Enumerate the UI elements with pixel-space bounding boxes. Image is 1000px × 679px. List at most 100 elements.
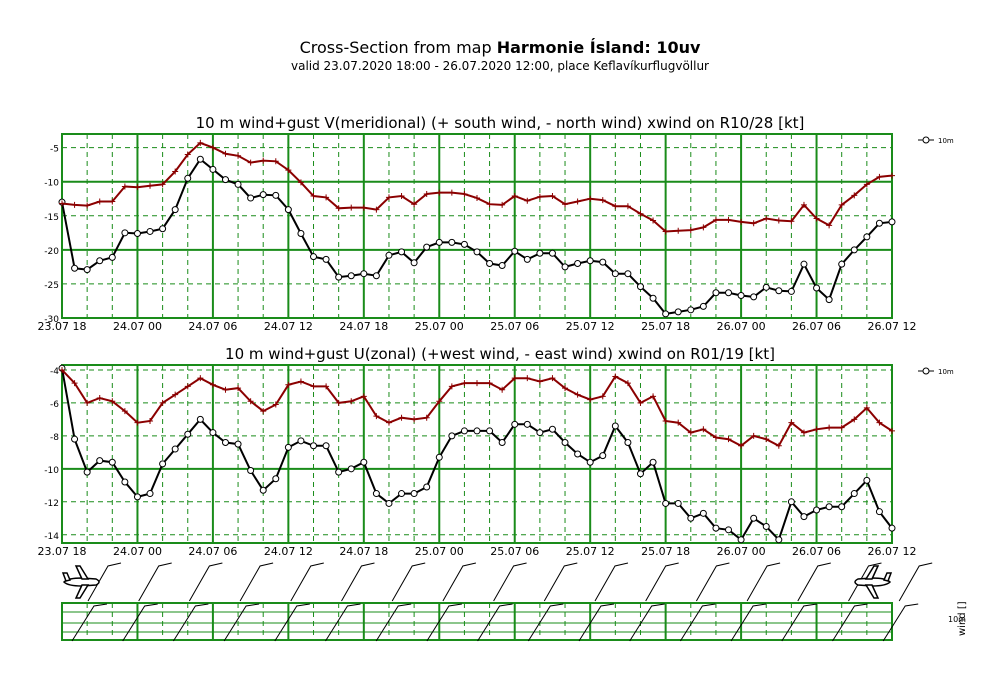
subtitle: valid 23.07.2020 18:00 - 26.07.2020 12:0… xyxy=(290,59,709,73)
data-point-gust xyxy=(310,193,317,200)
data-point-gust xyxy=(800,429,807,436)
data-point-10m xyxy=(435,453,443,461)
data-point-10m xyxy=(335,273,343,281)
data-point-10m xyxy=(662,499,670,507)
plot-frame xyxy=(61,364,893,544)
data-point-10m xyxy=(121,229,129,237)
data-point-10m xyxy=(247,194,255,202)
data-point-10m xyxy=(498,262,506,270)
data-point-gust xyxy=(863,404,870,411)
wind-barb xyxy=(87,562,122,602)
data-point-10m xyxy=(750,293,758,301)
data-point-10m xyxy=(209,165,217,173)
wind-barb xyxy=(797,562,831,602)
data-point-gust xyxy=(838,201,845,208)
data-point-gust xyxy=(775,217,782,224)
wind-barb xyxy=(341,562,375,602)
wind-barb xyxy=(527,603,564,642)
data-point-10m xyxy=(423,483,431,491)
wind-barb xyxy=(325,603,361,642)
data-point-10m xyxy=(586,458,594,466)
y-tick-label: -6 xyxy=(50,400,59,410)
data-point-10m xyxy=(636,470,644,478)
data-point-gust xyxy=(448,383,455,390)
data-point-gust xyxy=(813,215,820,222)
x-tick-label: 25.07 18 xyxy=(641,320,690,333)
data-point-gust xyxy=(134,184,141,191)
data-point-gust xyxy=(763,436,770,443)
data-point-gust xyxy=(624,203,631,210)
data-point-10m xyxy=(611,270,619,278)
data-point-gust xyxy=(712,216,719,223)
data-point-10m xyxy=(360,458,368,466)
data-point-10m xyxy=(762,523,770,531)
data-point-10m xyxy=(838,260,846,268)
data-point-gust xyxy=(348,398,355,405)
data-point-10m xyxy=(750,514,758,522)
data-point-gust xyxy=(486,380,493,387)
data-point-10m xyxy=(636,283,644,291)
y-tick-label: -20 xyxy=(44,247,59,257)
y-tick-label: -25 xyxy=(44,281,59,291)
wind-barb xyxy=(882,603,919,642)
data-point-gust xyxy=(624,380,631,387)
data-point-10m xyxy=(221,176,229,184)
data-point-10m xyxy=(284,443,292,451)
data-point-gust xyxy=(524,197,531,204)
data-point-gust xyxy=(826,424,833,431)
y-tick-label: -15 xyxy=(44,213,59,223)
airplane-fuselage xyxy=(854,577,892,587)
x-tick-label: 26.07 00 xyxy=(717,320,766,333)
data-point-gust xyxy=(838,424,845,431)
data-point-gust xyxy=(788,218,795,225)
airplane-fuselage xyxy=(62,577,100,587)
data-point-gust xyxy=(725,216,732,223)
data-point-10m xyxy=(624,270,632,278)
data-point-gust xyxy=(235,385,242,392)
data-point-gust xyxy=(436,189,443,196)
data-point-gust xyxy=(800,201,807,208)
legend-marker xyxy=(922,367,930,375)
barb-frame xyxy=(61,602,893,641)
wind-barb xyxy=(442,562,477,602)
data-point-gust xyxy=(71,201,78,208)
wind-barb xyxy=(543,562,578,602)
data-point-gust xyxy=(750,220,757,227)
data-point-gust xyxy=(197,139,204,146)
data-point-gust xyxy=(524,375,531,382)
data-point-gust xyxy=(650,393,657,400)
data-point-gust xyxy=(826,222,833,229)
main-title-bold: Harmonie Ísland: 10uv xyxy=(496,38,701,57)
wind-barb xyxy=(290,562,324,602)
y-tick-label: -30 xyxy=(44,315,59,325)
data-point-10m xyxy=(259,191,267,199)
data-point-gust xyxy=(59,366,65,373)
data-point-gust xyxy=(612,203,619,210)
data-point-gust xyxy=(511,375,518,382)
data-point-10m xyxy=(121,478,129,486)
x-tick-label: 25.07 06 xyxy=(490,545,539,558)
data-point-10m xyxy=(624,438,632,446)
data-point-gust xyxy=(59,200,65,207)
data-point-10m xyxy=(649,294,657,302)
wind-barb xyxy=(239,562,274,602)
data-point-gust xyxy=(297,179,304,186)
data-point-gust xyxy=(373,206,380,213)
data-point-10m xyxy=(297,229,305,237)
data-point-10m xyxy=(712,289,720,297)
data-point-gust xyxy=(738,218,745,225)
data-point-10m xyxy=(725,526,733,534)
x-tick-label: 25.07 12 xyxy=(566,320,615,333)
data-point-gust xyxy=(235,152,242,159)
airplane-tail xyxy=(882,572,893,582)
wind-barb xyxy=(679,603,716,642)
data-point-10m xyxy=(863,233,871,241)
data-point-gust xyxy=(348,204,355,211)
data-point-10m xyxy=(536,429,544,437)
data-point-10m xyxy=(71,264,79,272)
data-point-gust xyxy=(209,144,216,151)
wind-barb xyxy=(391,562,426,602)
data-point-10m xyxy=(398,490,406,498)
data-point-gust xyxy=(662,228,669,235)
